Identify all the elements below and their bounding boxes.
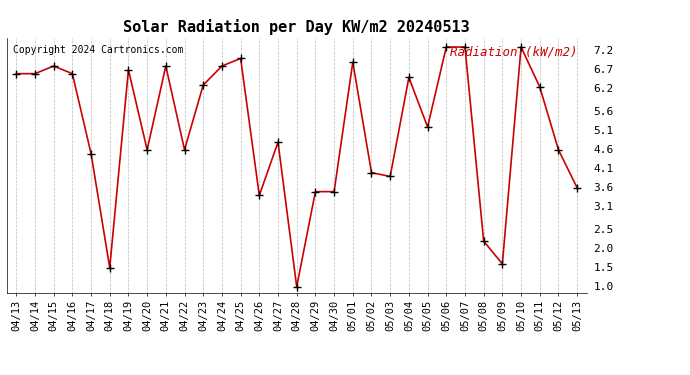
Text: 3.6: 3.6 bbox=[593, 183, 613, 193]
Text: 1.0: 1.0 bbox=[593, 282, 613, 292]
Text: 2.5: 2.5 bbox=[593, 225, 613, 235]
Text: 7.2: 7.2 bbox=[593, 46, 613, 56]
Text: Radiation (kW/m2): Radiation (kW/m2) bbox=[451, 45, 578, 58]
Text: 3.1: 3.1 bbox=[593, 202, 613, 212]
Text: 6.2: 6.2 bbox=[593, 84, 613, 94]
Text: 5.1: 5.1 bbox=[593, 126, 613, 136]
Text: 1.5: 1.5 bbox=[593, 263, 613, 273]
Text: Copyright 2024 Cartronics.com: Copyright 2024 Cartronics.com bbox=[12, 45, 183, 55]
Text: 4.1: 4.1 bbox=[593, 164, 613, 174]
Text: 4.6: 4.6 bbox=[593, 145, 613, 155]
Text: 2.0: 2.0 bbox=[593, 244, 613, 254]
Text: 6.7: 6.7 bbox=[593, 65, 613, 75]
Text: 5.6: 5.6 bbox=[593, 107, 613, 117]
Title: Solar Radiation per Day KW/m2 20240513: Solar Radiation per Day KW/m2 20240513 bbox=[124, 19, 470, 35]
